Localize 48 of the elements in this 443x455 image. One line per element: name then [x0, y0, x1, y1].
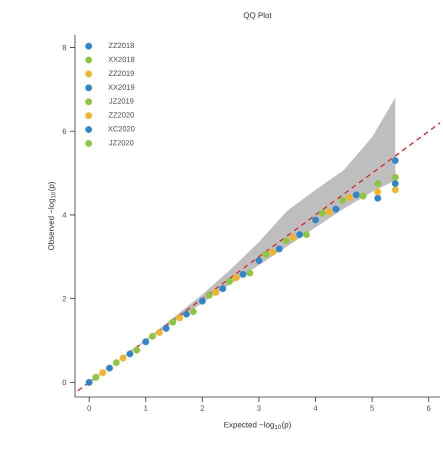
point — [106, 364, 113, 372]
point — [99, 369, 106, 376]
point — [352, 191, 360, 198]
point — [190, 308, 197, 316]
point — [303, 231, 310, 238]
point — [240, 270, 246, 278]
point — [219, 285, 226, 292]
point — [212, 288, 220, 296]
point — [392, 174, 399, 181]
point — [339, 196, 346, 204]
point — [126, 350, 134, 358]
point — [296, 231, 304, 238]
point — [262, 250, 270, 258]
point — [360, 192, 366, 200]
point — [318, 210, 326, 217]
point — [183, 310, 190, 318]
point — [176, 314, 184, 322]
point — [346, 194, 353, 201]
point — [276, 245, 283, 252]
line-series — [77, 122, 441, 392]
point — [86, 378, 93, 386]
point — [206, 292, 213, 299]
point — [149, 332, 156, 340]
point — [156, 329, 163, 336]
point — [312, 216, 319, 224]
point — [332, 206, 340, 212]
point — [282, 238, 290, 244]
point — [289, 234, 296, 241]
point — [269, 248, 276, 256]
point — [256, 257, 262, 264]
point — [392, 157, 399, 164]
point — [392, 180, 399, 187]
point — [170, 318, 176, 326]
point — [232, 274, 240, 282]
point — [162, 324, 170, 332]
point — [374, 194, 382, 202]
point — [246, 270, 254, 277]
point — [374, 188, 382, 196]
point — [198, 298, 206, 305]
point — [133, 346, 140, 354]
point — [92, 374, 100, 381]
point — [112, 359, 120, 366]
point — [374, 180, 382, 187]
point — [226, 278, 233, 285]
point — [142, 338, 150, 346]
point — [120, 354, 126, 362]
point — [326, 208, 332, 216]
point — [392, 186, 399, 194]
